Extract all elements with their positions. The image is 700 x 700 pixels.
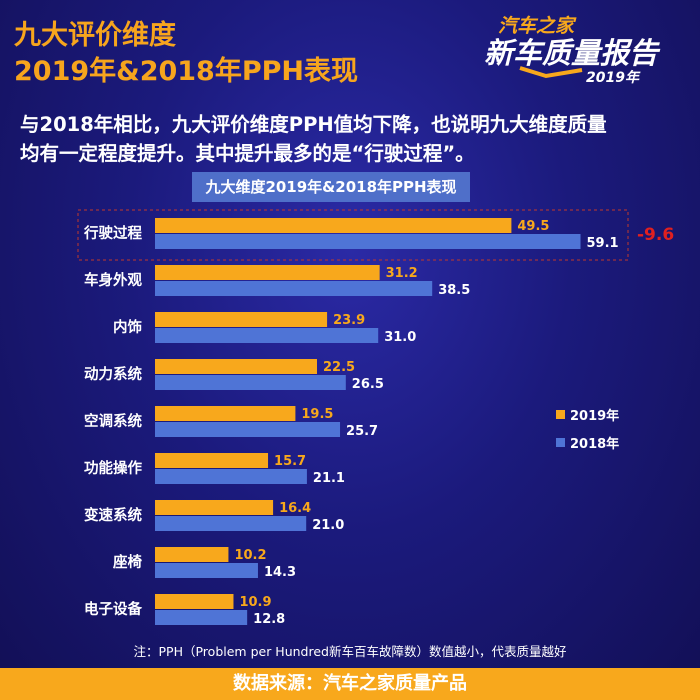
value-label-2019: 15.7 bbox=[274, 454, 306, 469]
bar-2018 bbox=[155, 281, 433, 296]
bar-2019 bbox=[155, 218, 512, 233]
bar-chart: 行驶过程 49.5 59.1 车身外观 31.2 38.5 内饰 23.9 31.0 动力系统 22… bbox=[77, 209, 674, 627]
bar-2018 bbox=[155, 610, 248, 625]
report-logo: 汽车之家 新车质量报告 2019年 bbox=[478, 6, 692, 88]
bar-2019 bbox=[155, 312, 328, 327]
report-logo-graphic: 汽车之家 新车质量报告 2019年 bbox=[484, 15, 661, 86]
category-label: 动力系统 bbox=[84, 365, 142, 383]
value-label-2018: 38.5 bbox=[438, 283, 470, 298]
bar-2019 bbox=[155, 453, 269, 468]
value-label-2019: 31.2 bbox=[386, 266, 418, 281]
category-label: 功能操作 bbox=[84, 459, 142, 477]
value-label-2018: 14.3 bbox=[264, 565, 296, 580]
value-label-2019: 22.5 bbox=[323, 360, 355, 375]
bar-2019 bbox=[155, 265, 380, 280]
logo-line-2: 新车质量报告 bbox=[484, 36, 661, 70]
description-line-1: 与2018年相比，九大评价维度PPH值均下降，也说明九大维度质量 bbox=[20, 113, 607, 136]
category-label: 座椅 bbox=[112, 553, 142, 571]
bar-2018 bbox=[155, 234, 581, 249]
bar-2018 bbox=[155, 422, 341, 437]
logo-line-1: 汽车之家 bbox=[498, 15, 577, 37]
value-label-2019: 49.5 bbox=[517, 219, 549, 234]
chart-title: 九大维度2019年&2018年PPH表现 bbox=[192, 172, 470, 202]
bar-2019 bbox=[155, 359, 317, 374]
description: 与2018年相比，九大评价维度PPH值均下降，也说明九大维度质量 均有一定程度提… bbox=[20, 110, 660, 168]
value-label-2019: 19.5 bbox=[301, 407, 333, 422]
value-label-2018: 21.1 bbox=[313, 471, 345, 486]
title-line-2: 2019年&2018年PPH表现 bbox=[14, 56, 359, 87]
category-label: 电子设备 bbox=[84, 600, 142, 618]
footnote: 注：PPH（Problem per Hundred新车百车故障数）数值越小，代表… bbox=[133, 644, 567, 659]
source-footer: 数据来源：汽车之家质量产品 bbox=[0, 668, 700, 700]
value-label-2019: 10.2 bbox=[234, 548, 266, 563]
category-label: 变速系统 bbox=[84, 506, 142, 524]
legend-label-2018: 2018年 bbox=[570, 436, 619, 452]
value-label-2018: 25.7 bbox=[346, 424, 378, 439]
value-label-2019: 16.4 bbox=[279, 501, 311, 516]
value-label-2018: 12.8 bbox=[253, 612, 285, 627]
logo-year: 2019年 bbox=[586, 69, 641, 86]
bar-2019 bbox=[155, 500, 274, 515]
bar-2018 bbox=[155, 375, 346, 390]
delta-annotation: -9.6 bbox=[637, 225, 674, 245]
value-label-2019: 23.9 bbox=[333, 313, 365, 328]
bar-2019 bbox=[155, 594, 234, 609]
page-title: 九大评价维度 2019年&2018年PPH表现 bbox=[14, 18, 358, 90]
title-line-1: 九大评价维度 bbox=[14, 20, 176, 51]
bar-2018 bbox=[155, 469, 307, 484]
value-label-2018: 31.0 bbox=[384, 330, 416, 345]
bar-2018 bbox=[155, 328, 379, 343]
value-label-2018: 21.0 bbox=[312, 518, 344, 533]
legend-swatch-2018 bbox=[556, 438, 565, 447]
category-label: 空调系统 bbox=[84, 412, 142, 430]
bar-2019 bbox=[155, 547, 229, 562]
value-label-2019: 10.9 bbox=[239, 595, 271, 610]
category-label: 车身外观 bbox=[84, 271, 142, 289]
bar-2018 bbox=[155, 516, 307, 531]
legend-swatch-2019 bbox=[556, 410, 565, 419]
category-label: 行驶过程 bbox=[83, 224, 142, 242]
description-line-2: 均有一定程度提升。其中提升最多的是“行驶过程”。 bbox=[20, 142, 475, 165]
category-label: 内饰 bbox=[113, 318, 142, 336]
legend-label-2019: 2019年 bbox=[570, 408, 619, 424]
bar-2018 bbox=[155, 563, 258, 578]
value-label-2018: 59.1 bbox=[587, 236, 619, 251]
bar-2019 bbox=[155, 406, 296, 421]
value-label-2018: 26.5 bbox=[352, 377, 384, 392]
logo-swoosh bbox=[519, 66, 583, 79]
